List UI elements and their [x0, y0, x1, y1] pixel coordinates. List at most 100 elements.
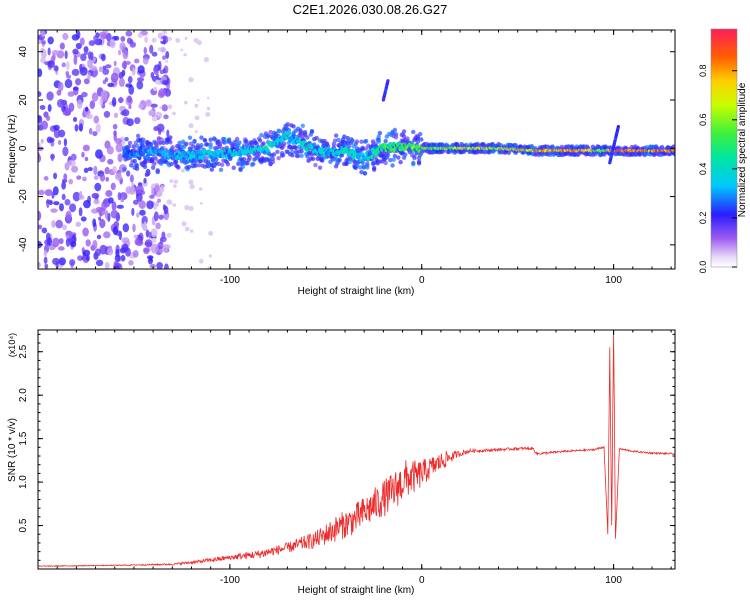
spectral-halo [371, 165, 377, 171]
spectral-halo [231, 165, 236, 171]
x-tick-label: -100 [220, 575, 240, 586]
noise-blob [136, 77, 145, 82]
spectral-halo [203, 156, 209, 161]
spectral-halo [403, 152, 408, 157]
noise-blob [128, 260, 134, 266]
noise-blob [101, 53, 106, 62]
spectral-halo [360, 160, 365, 165]
noise-blob [173, 184, 177, 188]
spectral-halo [336, 137, 341, 143]
noise-blob [135, 192, 143, 202]
spectral-halo [187, 135, 193, 140]
noise-blob [142, 181, 148, 187]
spectral-halo [305, 135, 310, 140]
spectral-halo [131, 144, 136, 149]
noise-blob [113, 35, 120, 41]
noise-blob [206, 106, 211, 111]
noise-blob [74, 124, 79, 132]
noise-blob [79, 63, 83, 72]
noise-blob [117, 192, 122, 201]
spectral-halo [149, 156, 155, 162]
spectral-halo [347, 159, 353, 165]
noise-blob [57, 140, 62, 145]
noise-blob [157, 198, 161, 203]
y-tick-label: 20 [18, 94, 29, 106]
noise-blob [156, 261, 163, 269]
spectral-halo [411, 129, 416, 135]
noise-blob [122, 49, 129, 60]
noise-blob [53, 124, 60, 131]
spectral-halo [126, 144, 132, 149]
noise-blob [53, 172, 58, 180]
noise-blob [122, 223, 130, 233]
noise-blob [62, 146, 69, 157]
noise-blob [62, 32, 69, 41]
noise-blob [137, 65, 145, 74]
spectral-halo [134, 163, 140, 168]
noise-blob [113, 112, 119, 118]
noise-blob [44, 263, 49, 269]
colorbar-gradient [710, 28, 738, 268]
noise-blob [151, 186, 155, 197]
noise-blob [95, 206, 104, 213]
spectral-halo [339, 153, 345, 158]
noise-blob [194, 115, 200, 121]
noise-blob [41, 30, 45, 38]
noise-blob [163, 114, 169, 120]
spectral-halo [218, 167, 224, 173]
noise-blob [183, 53, 187, 57]
noise-blob [165, 50, 170, 59]
spectral-halo [383, 160, 388, 166]
noise-blob [131, 182, 135, 192]
spectral-halo [205, 142, 210, 147]
noise-blob [198, 187, 203, 191]
y-tick-label: 0.5 [18, 518, 29, 532]
spectral-halo [299, 153, 304, 159]
spectral-halo [414, 150, 419, 156]
spectral-halo [238, 167, 243, 172]
noise-blob [134, 238, 141, 246]
noise-blob [138, 200, 146, 209]
noise-blob [132, 223, 136, 233]
spectral-halo [193, 163, 198, 168]
spectral-halo [376, 134, 381, 139]
snr-frame [37, 329, 676, 570]
spectral-halo [137, 155, 142, 160]
noise-blob [109, 38, 116, 49]
spectral-halo [596, 144, 601, 150]
noise-blob [184, 36, 188, 40]
noise-blob [148, 109, 155, 117]
spectral-halo [291, 124, 296, 129]
noise-blob [119, 42, 126, 51]
noise-blob [41, 40, 47, 45]
noise-blob [88, 40, 96, 46]
spectral-halo [217, 143, 223, 148]
x-tick-label: 100 [605, 275, 622, 286]
noise-blob [38, 262, 41, 268]
noise-blob [161, 231, 166, 239]
spectral-halo [405, 136, 410, 141]
spectral-halo [285, 121, 291, 127]
noise-blob [159, 237, 164, 244]
snr-x-ticks: -100 0 100 [37, 330, 672, 586]
noise-blob [153, 211, 159, 222]
spectral-halo [208, 142, 213, 147]
spectral-halo [186, 164, 192, 170]
spectral-halo [208, 137, 213, 142]
noise-blob [100, 89, 108, 100]
noise-blob [104, 166, 110, 175]
spectral-halo [361, 164, 366, 169]
noise-blob [78, 191, 83, 199]
noise-blob [51, 220, 56, 228]
heatmap-x-ticks: -100 0 100 [37, 30, 672, 286]
noise-blob [205, 111, 211, 117]
noise-blob [161, 80, 169, 86]
noise-blob [75, 42, 82, 50]
spectral-halo [150, 165, 156, 170]
noise-blob [103, 199, 108, 204]
noise-blob [99, 31, 107, 38]
noise-blob [143, 46, 148, 55]
spectral-halo [245, 161, 250, 166]
noise-blob [49, 137, 55, 143]
noise-blob [148, 231, 152, 239]
